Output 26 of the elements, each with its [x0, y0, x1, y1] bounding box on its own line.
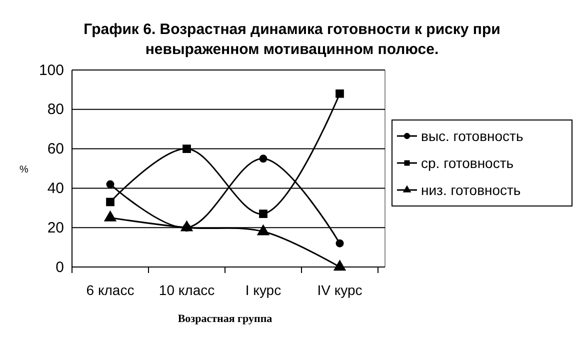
- x-tick-label: 10 класс: [158, 282, 215, 298]
- point: [256, 224, 270, 236]
- point: [106, 198, 114, 206]
- point: [104, 210, 117, 222]
- x-tick-label: IV курс: [317, 282, 362, 298]
- y-tick-label: 20: [47, 219, 64, 236]
- y-tick-label: 80: [47, 101, 64, 118]
- y-tick-label: 60: [47, 140, 64, 158]
- legend-label: низ. готовность: [421, 182, 521, 198]
- legend-label: выс. готовность: [421, 128, 524, 144]
- chart-title: График 6. Возрастная динамика готовности к риску при невыраженном мотивацинном полюсе.: [84, 21, 500, 58]
- y-tick-label: 100: [38, 62, 64, 79]
- y-axis-title: %: [20, 164, 29, 176]
- point: [106, 180, 114, 188]
- legend-label: ср. готовность: [421, 155, 514, 171]
- x-tick-label: I курс: [245, 282, 282, 298]
- point: [336, 239, 344, 248]
- x-tick-label: 6 класс: [86, 282, 134, 298]
- point: [259, 210, 268, 218]
- y-tick-label: 0: [56, 258, 64, 276]
- point: [182, 144, 191, 153]
- point: [259, 154, 268, 163]
- point: [336, 89, 344, 98]
- point: [333, 260, 346, 271]
- x-axis-title: Возрастная группа: [178, 313, 273, 325]
- y-tick-label: 40: [47, 180, 64, 197]
